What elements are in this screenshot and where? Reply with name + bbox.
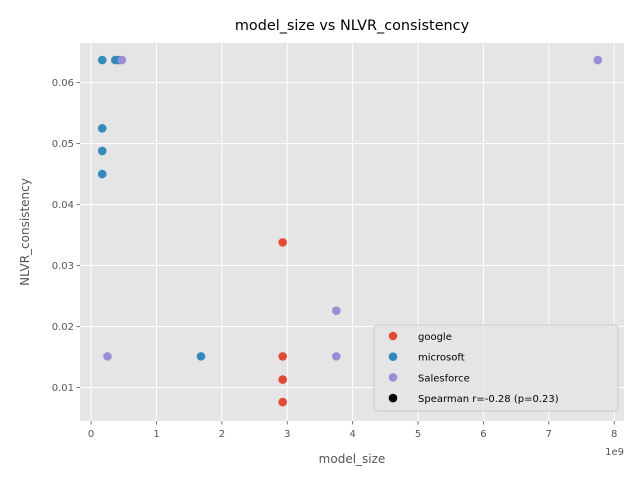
x-tick-label: 6 xyxy=(480,429,486,440)
x-axis-offset-label: 1e9 xyxy=(605,447,624,458)
x-tick-label: 4 xyxy=(349,429,355,440)
chart-title: model_size vs NLVR_consistency xyxy=(235,18,470,34)
data-points xyxy=(97,55,603,407)
point-google xyxy=(278,397,287,407)
x-tick-label: 8 xyxy=(611,429,617,440)
y-tick-label: 0.04 xyxy=(52,200,74,211)
legend-marker xyxy=(388,352,398,362)
point-salesforce xyxy=(103,352,112,361)
legend-label: microsoft xyxy=(418,353,465,364)
point-salesforce xyxy=(593,55,603,65)
y-tick-label: 0.01 xyxy=(52,383,74,394)
point-salesforce xyxy=(332,306,341,315)
y-axis-label: NLVR_consistency xyxy=(18,178,32,286)
y-tick-label: 0.06 xyxy=(52,78,74,89)
legend-label: Salesforce xyxy=(418,373,470,384)
point-google xyxy=(278,375,287,384)
legend-label: google xyxy=(418,332,452,343)
y-tick-label: 0.02 xyxy=(52,322,74,333)
y-axis: 0.01 0.02 0.03 0.04 0.05 0.06 xyxy=(52,78,80,394)
point-google xyxy=(278,238,287,247)
point-microsoft xyxy=(97,124,107,133)
x-tick-label: 2 xyxy=(219,429,225,440)
point-microsoft xyxy=(196,352,206,361)
legend-marker xyxy=(388,393,398,403)
x-axis: 0 1 2 3 4 5 6 7 8 xyxy=(88,421,617,440)
point-microsoft xyxy=(97,146,107,156)
x-tick-label: 7 xyxy=(546,429,552,440)
x-tick-label: 0 xyxy=(88,429,94,440)
point-salesforce xyxy=(332,352,341,361)
x-tick-label: 5 xyxy=(415,429,421,440)
x-tick-label: 1 xyxy=(153,429,159,440)
x-axis-label: model_size xyxy=(319,452,386,466)
legend-label: Spearman r=-0.28 (p=0.23) xyxy=(418,394,559,405)
y-tick-label: 0.03 xyxy=(52,261,74,272)
point-google xyxy=(278,352,287,361)
point-microsoft xyxy=(97,169,107,179)
legend: google microsoft Salesforce Spearman r=-0.2… xyxy=(373,324,619,412)
legend-marker xyxy=(388,373,398,382)
legend-box xyxy=(373,324,619,412)
point-salesforce xyxy=(117,55,127,65)
legend-marker xyxy=(388,331,398,341)
y-tick-label: 0.05 xyxy=(52,139,74,150)
x-tick-label: 3 xyxy=(284,429,290,440)
point-microsoft xyxy=(97,55,107,65)
